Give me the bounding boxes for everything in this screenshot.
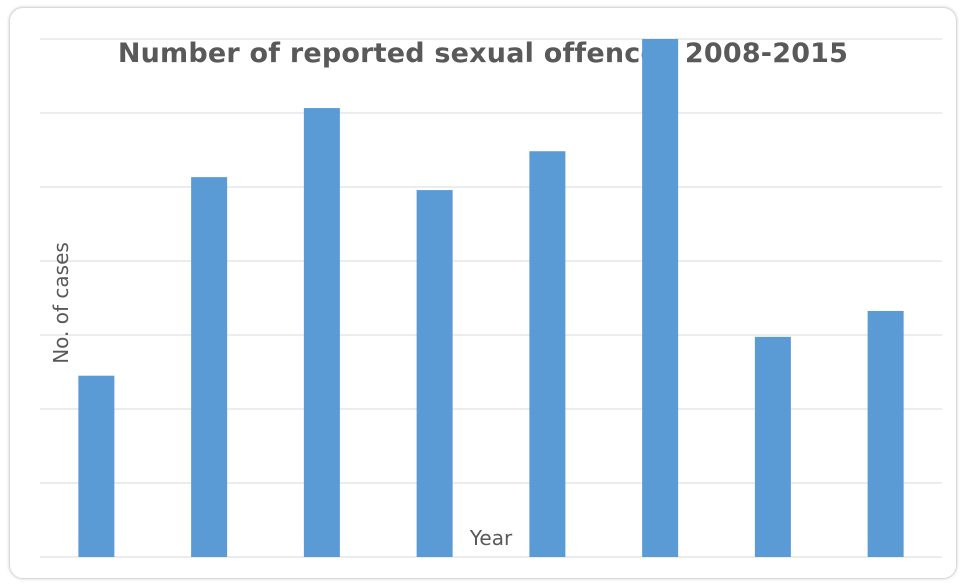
y-axis-label: No. of cases	[49, 242, 73, 364]
gridlines	[40, 38, 942, 558]
bar-2	[191, 177, 228, 557]
bar-1	[78, 375, 115, 557]
bar-5	[529, 151, 566, 557]
chart-frame: Number of reported sexual offences 2008-…	[9, 7, 957, 579]
chart-plot: No. of cases Year	[40, 38, 942, 558]
bars	[78, 39, 904, 558]
bar-7	[754, 336, 791, 557]
chart-title: Number of reported sexual offences 2008-…	[117, 38, 849, 69]
x-axis-label: Year	[469, 526, 513, 550]
bar-8	[867, 310, 904, 557]
bar-3	[303, 108, 340, 558]
bar-4	[416, 190, 453, 558]
bar-6	[642, 39, 679, 557]
